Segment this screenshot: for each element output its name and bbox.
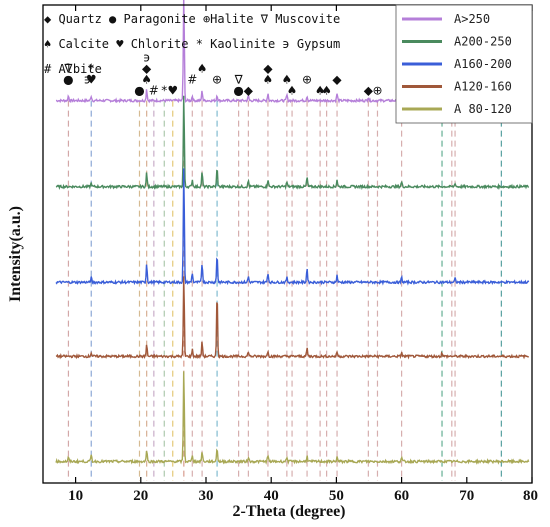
series-line-2 [55, 168, 530, 286]
phase-marker-6: ϶ [143, 51, 150, 65]
x-axis-ticks: 10 20 30 40 50 60 70 80 [68, 5, 538, 504]
phase-marker-10: * [161, 84, 167, 98]
x-tick-label-5: 60 [394, 488, 409, 504]
series-line-3 [55, 276, 530, 360]
phase-marker-5: ● [134, 84, 144, 98]
plot-frame [42, 4, 533, 484]
phase-marker-4: ♥ [86, 73, 97, 87]
y-axis-title: Intensity(a.u.) [7, 206, 24, 302]
x-tick-label-7: 80 [523, 488, 538, 504]
phase-marker-21: ♠ [281, 73, 292, 87]
legend-label-1: A200-250 [454, 35, 512, 49]
legend: A>250 A200-250 A160-200 A120-160 A 80-120 [395, 4, 533, 124]
legend-label-2: A160-200 [454, 57, 512, 71]
phase-marker-13: # [187, 73, 197, 87]
phase-marker-27: ◆ [364, 84, 374, 98]
phase-marker-9: # [149, 84, 159, 98]
phase-marker-0: ∇ [63, 62, 73, 76]
x-axis-title: 2-Theta (degree) [233, 503, 346, 520]
legend-label-0: A>250 [454, 12, 490, 26]
phase-marker-18: ◆ [244, 84, 254, 98]
phase-key-line-3: # Albite [44, 62, 102, 76]
phase-marker-23: ⊕ [302, 73, 312, 87]
phase-key: ◆ Quartz ● Paragonite ⊕Halite ∇ Muscovit… [44, 12, 340, 76]
phase-marker-7: ◆ [142, 62, 152, 76]
x-tick-label-3: 40 [264, 488, 279, 504]
series-line-4 [55, 371, 530, 465]
x-tick-label-1: 20 [133, 488, 148, 504]
phase-marker-22: ♠ [287, 84, 298, 98]
phase-marker-8: ♠ [141, 73, 152, 87]
phase-marker-2: ϶ [84, 73, 91, 87]
phase-marker-11: ♥ [167, 84, 178, 98]
x-tick-label-2: 30 [199, 488, 214, 504]
legend-label-3: A120-160 [454, 80, 512, 94]
phase-marker-16: ∇ [234, 73, 244, 87]
phase-marker-25: ♠ [321, 84, 332, 98]
phase-marker-14: ♠ [197, 62, 208, 76]
phase-key-line-1: ◆ Quartz ● Paragonite ⊕Halite ∇ Muscovit… [44, 12, 340, 26]
phase-marker-24: ♠ [315, 84, 326, 98]
x-tick-label-0: 10 [68, 488, 83, 504]
phase-marker-20: ♠ [263, 73, 274, 87]
phase-marker-1: ● [63, 73, 73, 87]
phase-marker-28: ⊕ [372, 84, 382, 98]
phase-key-line-2: ♠ Calcite ♥ Chlorite * Kaolinite ϶ Gypsu… [44, 37, 340, 51]
series-line-1 [55, 95, 530, 191]
phase-marker-26: ◆ [332, 73, 342, 87]
phase-marker-17: ● [233, 84, 243, 98]
phase-marker-3: * [88, 62, 94, 76]
reference-lines [67, 100, 502, 481]
phase-marker-19: ◆ [263, 62, 273, 76]
phase-marker-15: ⊕ [212, 73, 222, 87]
legend-label-4: A 80-120 [454, 102, 512, 116]
x-tick-label-4: 50 [329, 488, 344, 504]
x-tick-label-6: 70 [459, 488, 474, 504]
